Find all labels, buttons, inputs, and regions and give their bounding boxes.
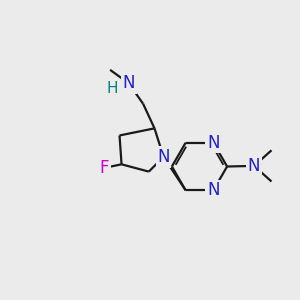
Text: N: N xyxy=(207,134,220,152)
Text: N: N xyxy=(207,182,220,200)
Text: N: N xyxy=(248,157,260,175)
Text: F: F xyxy=(99,159,109,177)
Text: N: N xyxy=(157,148,170,166)
Text: N: N xyxy=(122,74,135,92)
Text: H: H xyxy=(106,81,118,96)
